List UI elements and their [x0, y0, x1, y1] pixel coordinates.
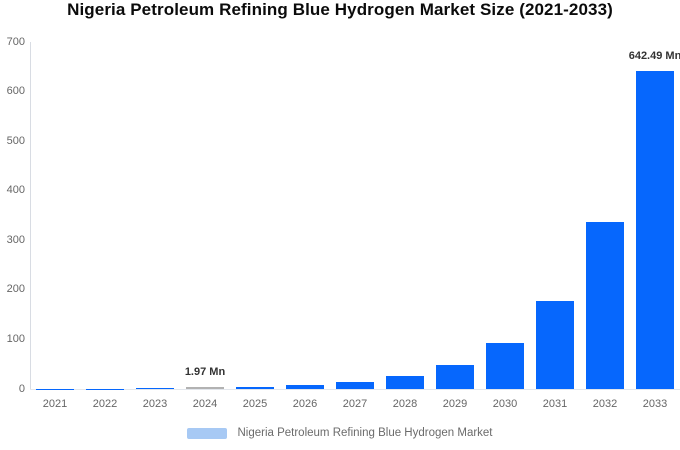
x-axis-label-2029: 2029 — [442, 398, 468, 410]
x-axis-label-2028: 2028 — [392, 398, 418, 410]
bar-2029[interactable] — [436, 364, 474, 389]
x-axis-label-2024: 2024 — [192, 398, 218, 410]
y-axis-label-200: 200 — [6, 283, 25, 296]
y-axis-label-500: 500 — [6, 134, 25, 147]
x-axis-label-2023: 2023 — [142, 398, 168, 410]
y-axis-label-100: 100 — [6, 332, 25, 345]
x-axis-label-2031: 2031 — [542, 398, 568, 410]
x-axis-line — [30, 389, 680, 390]
bar-2028[interactable] — [386, 376, 424, 389]
x-axis-label-2030: 2030 — [492, 398, 518, 410]
x-axis-label-2032: 2032 — [592, 398, 618, 410]
y-axis-label-0: 0 — [18, 382, 25, 395]
legend-swatch-icon — [187, 427, 228, 439]
y-axis-label-300: 300 — [6, 233, 25, 246]
x-axis-label-2027: 2027 — [342, 398, 368, 410]
bar-2031[interactable] — [536, 301, 574, 389]
y-axis-label-400: 400 — [6, 184, 25, 197]
chart-title: Nigeria Petroleum Refining Blue Hydrogen… — [67, 0, 613, 19]
data-label-2024: 1.97 Mn — [184, 366, 226, 378]
x-axis-label-2022: 2022 — [92, 398, 118, 410]
x-axis-label-2025: 2025 — [242, 398, 268, 410]
y-axis-label-600: 600 — [6, 85, 25, 98]
bar-2023[interactable] — [136, 388, 174, 389]
y-axis-label-700: 700 — [6, 35, 25, 48]
x-axis-label-2021: 2021 — [42, 398, 68, 410]
legend-item[interactable]: Nigeria Petroleum Refining Blue Hydrogen… — [0, 424, 680, 442]
legend-label: Nigeria Petroleum Refining Blue Hydrogen… — [237, 427, 493, 439]
bar-2032[interactable] — [586, 221, 624, 389]
bar-2026[interactable] — [286, 385, 324, 389]
x-axis-label-2033: 2033 — [642, 398, 668, 410]
bar-2033[interactable] — [636, 70, 674, 389]
y-axis-line — [30, 42, 31, 389]
x-axis-label-2026: 2026 — [292, 398, 318, 410]
bar-2030[interactable] — [486, 342, 524, 389]
bar-2024[interactable] — [186, 387, 224, 389]
data-label-2033: 642.49 Mn — [628, 49, 680, 62]
bar-2027[interactable] — [336, 382, 374, 389]
bar-2025[interactable] — [236, 387, 274, 389]
